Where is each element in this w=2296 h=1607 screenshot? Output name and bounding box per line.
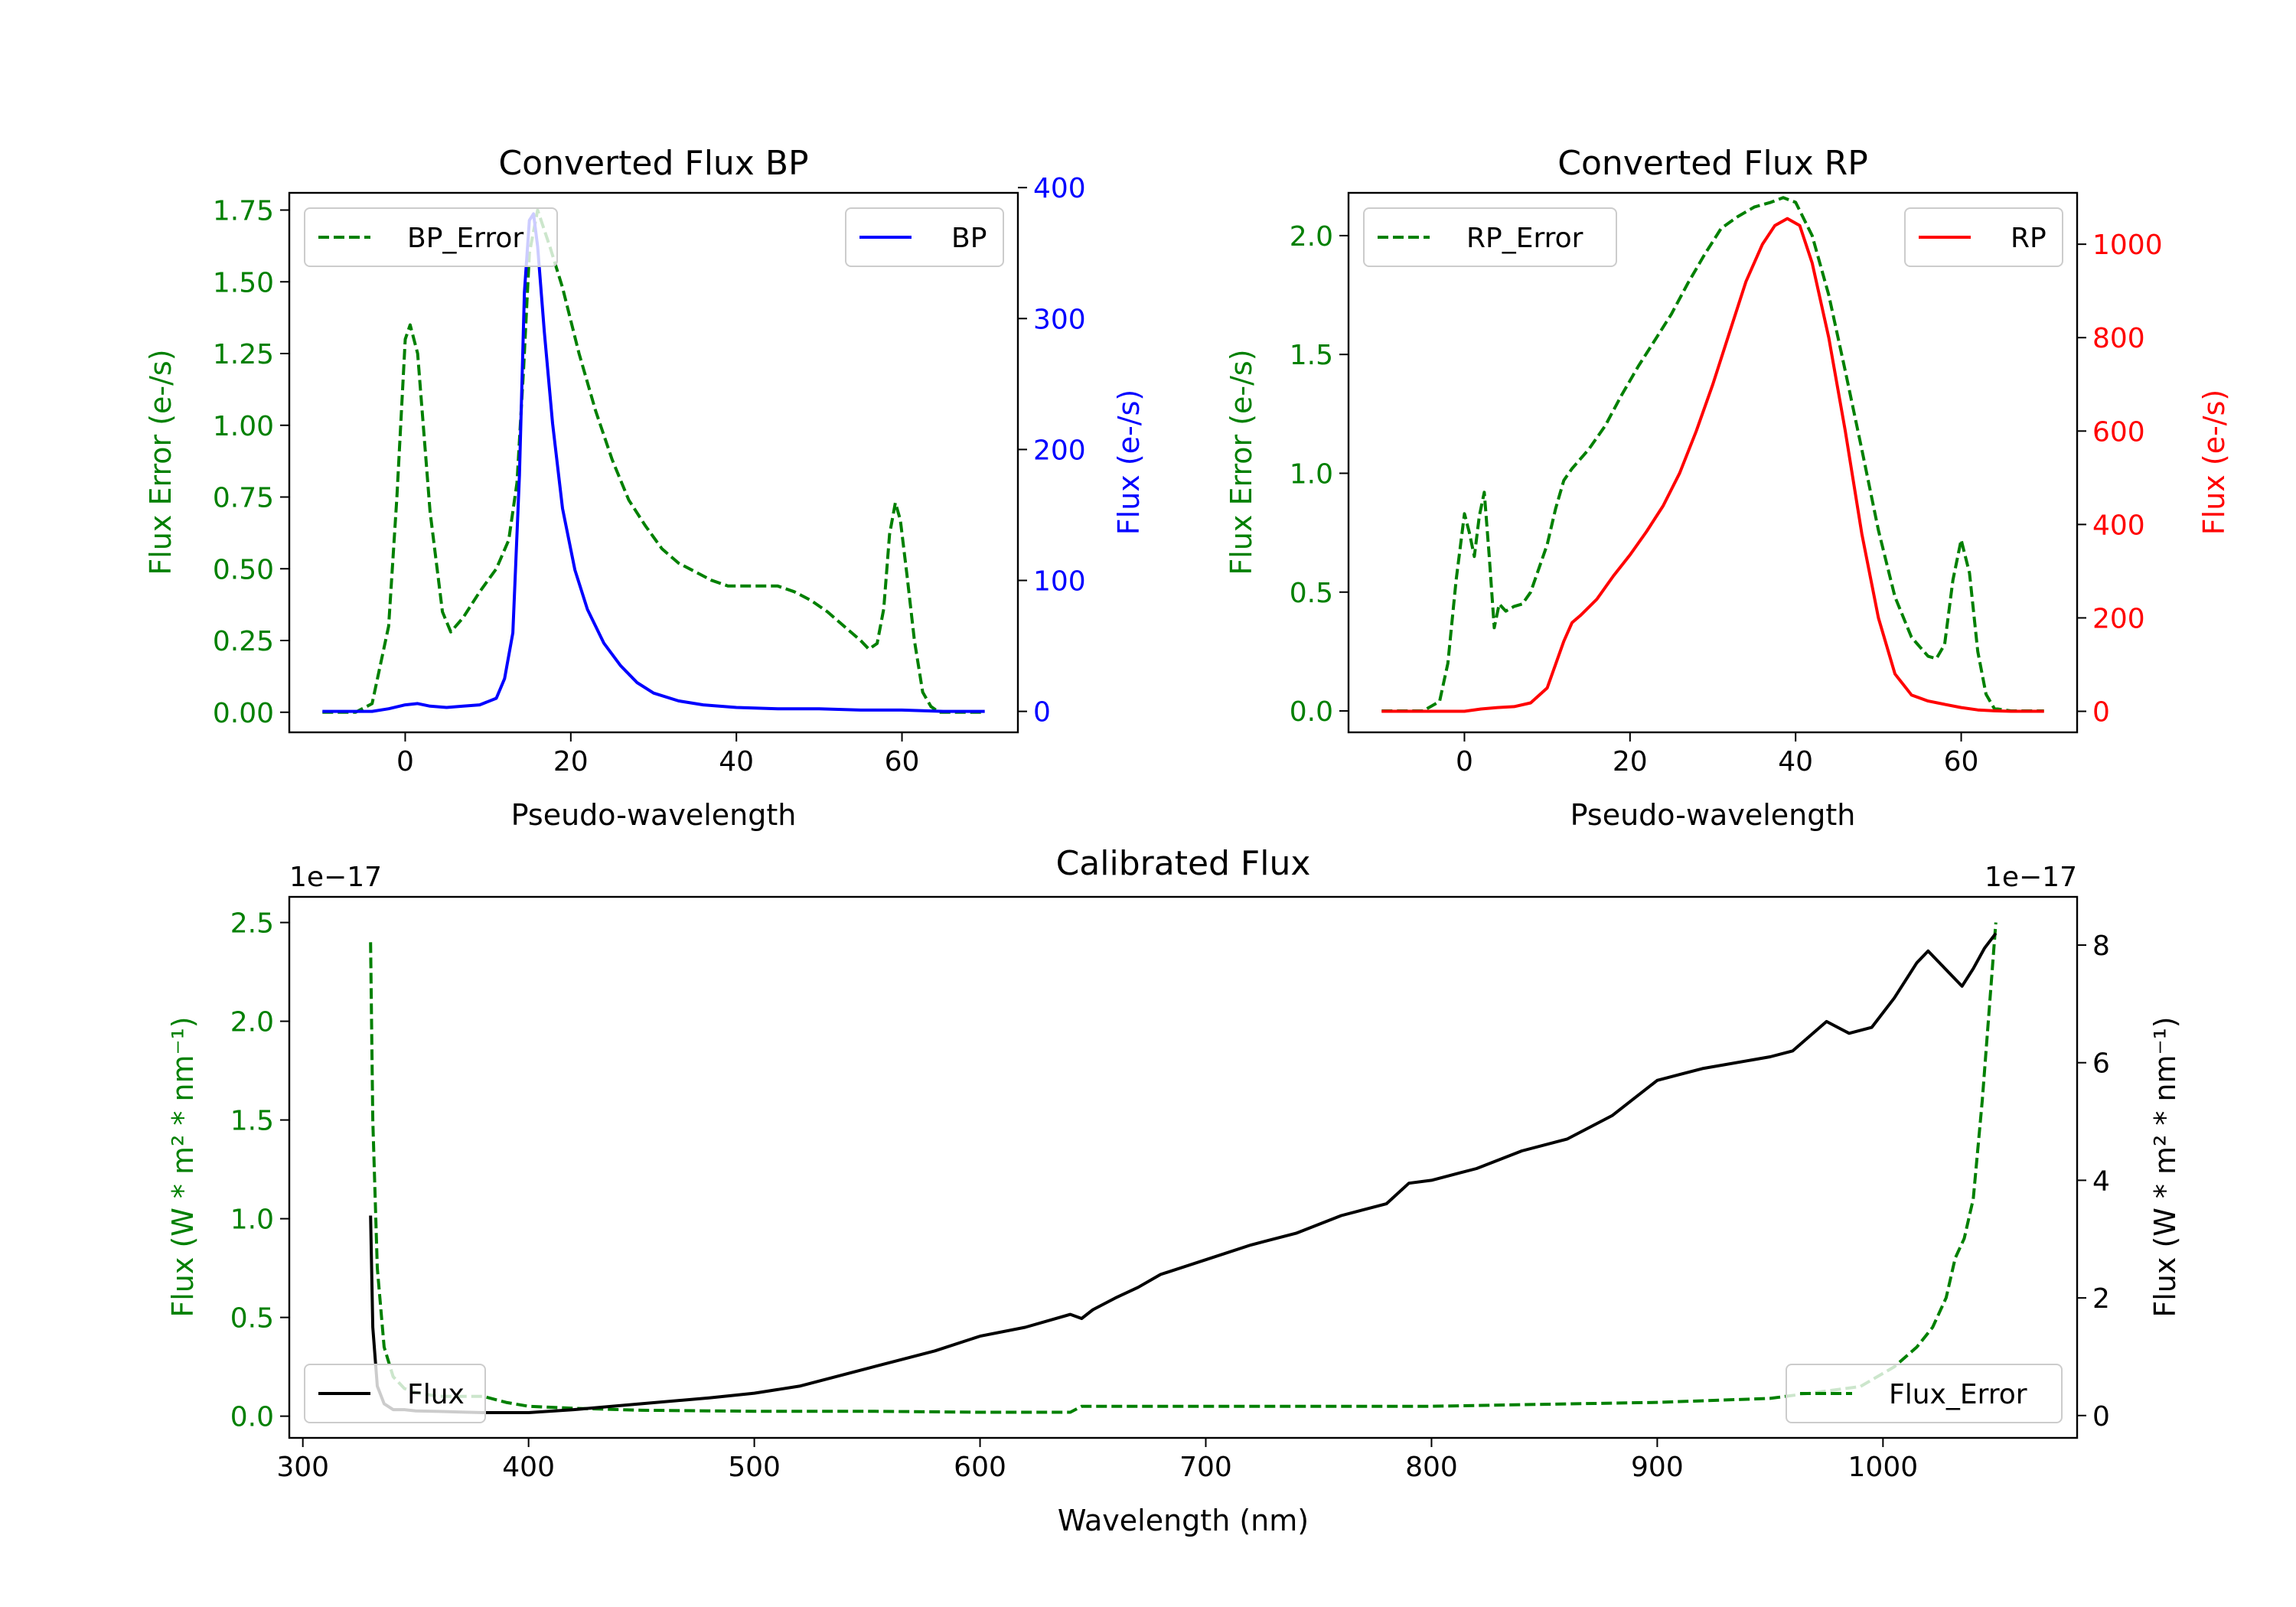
rp-legend-error-box xyxy=(1363,207,1617,267)
rp-y-right-tick-label: 200 xyxy=(2092,603,2145,634)
bp-x-tick-label: 20 xyxy=(553,746,589,777)
rp-y-right-label: Flux (e-/s) xyxy=(2197,390,2231,535)
bp-legend-flux-box xyxy=(845,207,1004,267)
bp-legend-error-box xyxy=(304,207,558,267)
rp-y-right-tick-label: 1000 xyxy=(2092,230,2163,261)
rp-y-right-tick-label: 600 xyxy=(2092,416,2145,448)
calibrated-x-tick-label: 600 xyxy=(954,1452,1006,1483)
bp-x-tick-label: 0 xyxy=(396,746,414,777)
calibrated-y-right-label: Flux (W * m² * nm⁻¹) xyxy=(2148,1016,2182,1317)
calibrated-title: Calibrated Flux xyxy=(1056,844,1311,883)
rp-legend-error: RP_Error xyxy=(1363,207,1617,267)
calibrated-left-offset: 1e−17 xyxy=(289,862,382,893)
calibrated-legend-flux: Flux xyxy=(304,1364,486,1423)
bp-plot-body: 0 20 40 60 0.00 0.25 0.50 0.75 1.00 1.25 1.50 1.75 0… xyxy=(213,173,1086,777)
calibrated-legend-flux-label: Flux xyxy=(407,1379,465,1410)
bp-y-left-tick-label: 1.75 xyxy=(213,196,274,227)
rp-series-rp xyxy=(1381,217,2044,713)
rp-x-tick-label: 0 xyxy=(1456,746,1473,777)
bp-y-left-tick-label: 0.00 xyxy=(213,698,274,729)
rp-legend-error-label: RP_Error xyxy=(1466,223,1583,254)
calibrated-legend-error-box xyxy=(1786,1364,2063,1423)
rp-y-left-tick-label: 2.0 xyxy=(1290,221,1333,253)
bp-y-left-tick-label: 0.50 xyxy=(213,554,274,585)
calibrated-y-left-label: Flux (W * m² * nm⁻¹) xyxy=(166,1016,200,1317)
calibrated-y-left-tick-label: 0.0 xyxy=(230,1402,274,1433)
calibrated-y-left-tick-label: 1.5 xyxy=(230,1106,274,1137)
rp-x-tick-label: 60 xyxy=(1944,746,1979,777)
calibrated-legend-error: Flux_Error xyxy=(1786,1364,2063,1423)
rp-legend-flux-box xyxy=(1904,207,2063,267)
calibrated-x-tick-label: 300 xyxy=(276,1452,329,1483)
rp-legend-flux: RP xyxy=(1904,207,2063,267)
bp-title: Converted Flux BP xyxy=(498,144,808,183)
calibrated-x-tick-label: 500 xyxy=(728,1452,781,1483)
bp-series-bp-error xyxy=(322,208,985,714)
rp-y-left-tick-label: 1.0 xyxy=(1290,458,1333,490)
calibrated-y-left-tick-label: 1.0 xyxy=(230,1204,274,1236)
bp-y-right-tick-label: 400 xyxy=(1033,173,1086,204)
rp-x-tick-label: 40 xyxy=(1778,746,1813,777)
rp-y-left-tick-label: 1.5 xyxy=(1290,340,1333,371)
rp-plot-body: 0 20 40 60 0.0 0.5 1.0 1.5 2.0 0 200 400 600 800 1000 xyxy=(1290,196,2163,777)
calibrated-y-right-tick-label: 2 xyxy=(2092,1283,2110,1315)
calibrated-y-right-tick-label: 6 xyxy=(2092,1048,2110,1080)
rp-y-right-tick-label: 0 xyxy=(2092,697,2110,729)
calibrated-plot-body: 300 400 500 600 700 800 900 1000 0.0 0.5 1.0 1.5 2.0… xyxy=(230,908,2110,1483)
bp-y-left-tick-label: 1.00 xyxy=(213,411,274,442)
calibrated-y-right-tick-label: 0 xyxy=(2092,1401,2110,1433)
calibrated-panel: 300 400 500 600 700 800 900 1000 0.0 0.5 1.0 1.5 2.0… xyxy=(166,844,2182,1537)
rp-y-right-tick-label: 800 xyxy=(2092,323,2145,354)
bp-axes-frame xyxy=(288,191,1019,734)
calibrated-y-left-tick-label: 0.5 xyxy=(230,1303,274,1335)
calibrated-x-axis-label: Wavelength (nm) xyxy=(1058,1504,1309,1537)
rp-series-rp-error xyxy=(1381,196,2044,712)
rp-y-left-tick-label: 0.0 xyxy=(1290,696,1333,728)
calibrated-x-tick-label: 900 xyxy=(1631,1452,1684,1483)
rp-legend-flux-label: RP xyxy=(2011,223,2047,254)
bp-y-left-tick-label: 1.50 xyxy=(213,267,274,298)
bp-y-right-tick-label: 100 xyxy=(1033,566,1086,598)
calibrated-x-tick-label: 700 xyxy=(1179,1452,1232,1483)
calibrated-y-left-tick-label: 2.0 xyxy=(230,1007,274,1038)
calibrated-legend-error-label: Flux_Error xyxy=(1889,1379,2027,1410)
calibrated-y-right-tick-label: 4 xyxy=(2092,1165,2110,1197)
rp-y-left-tick-label: 0.5 xyxy=(1290,578,1333,609)
rp-y-right-tick-label: 400 xyxy=(2092,510,2145,541)
bp-legend-flux-label: BP xyxy=(951,223,987,254)
rp-x-tick-label: 20 xyxy=(1613,746,1648,777)
bp-y-left-tick-label: 0.75 xyxy=(213,483,274,514)
bp-legend-error-label: BP_Error xyxy=(407,223,523,254)
bp-y-left-tick-label: 0.25 xyxy=(213,626,274,657)
bp-x-tick-label: 40 xyxy=(719,746,754,777)
bp-y-right-label: Flux (e-/s) xyxy=(1112,390,1146,535)
calibrated-y-left-tick-label: 2.5 xyxy=(230,908,274,940)
bp-y-right-tick-label: 300 xyxy=(1033,304,1086,335)
calibrated-x-tick-label: 800 xyxy=(1405,1452,1458,1483)
bp-panel: 0 20 40 60 0.00 0.25 0.50 0.75 1.00 1.25 1.50 1.75 0… xyxy=(144,144,1146,832)
bp-series-bp xyxy=(322,212,985,713)
calibrated-right-offset: 1e−17 xyxy=(1985,862,2077,893)
rp-panel: 0 20 40 600.00.51.01.52.002004006008001000 … xyxy=(1225,144,2231,832)
bp-legend-error: BP_Error xyxy=(304,207,558,267)
rp-x-axis-label: Pseudo-wavelength xyxy=(1570,798,1856,832)
rp-y-left-label: Flux Error (e-/s) xyxy=(1225,349,1258,575)
calibrated-y-right-tick-label: 8 xyxy=(2092,931,2110,962)
calibrated-x-tick-label: 1000 xyxy=(1848,1452,1919,1483)
bp-y-right-tick-label: 200 xyxy=(1033,435,1086,466)
bp-y-right-tick-label: 0 xyxy=(1033,697,1051,729)
calibrated-axes-frame xyxy=(288,895,2079,1439)
bp-y-left-label: Flux Error (e-/s) xyxy=(144,349,178,575)
rp-axes-frame xyxy=(1347,191,2079,734)
calibrated-x-tick-label: 400 xyxy=(502,1452,555,1483)
bp-legend-flux: BP xyxy=(845,207,1004,267)
bp-y-left-tick-label: 1.25 xyxy=(213,339,274,370)
bp-x-tick-label: 60 xyxy=(885,746,920,777)
bp-x-axis-label: Pseudo-wavelength xyxy=(511,798,797,832)
calibrated-legend-flux-box xyxy=(304,1364,486,1423)
rp-title: Converted Flux RP xyxy=(1557,144,1868,183)
